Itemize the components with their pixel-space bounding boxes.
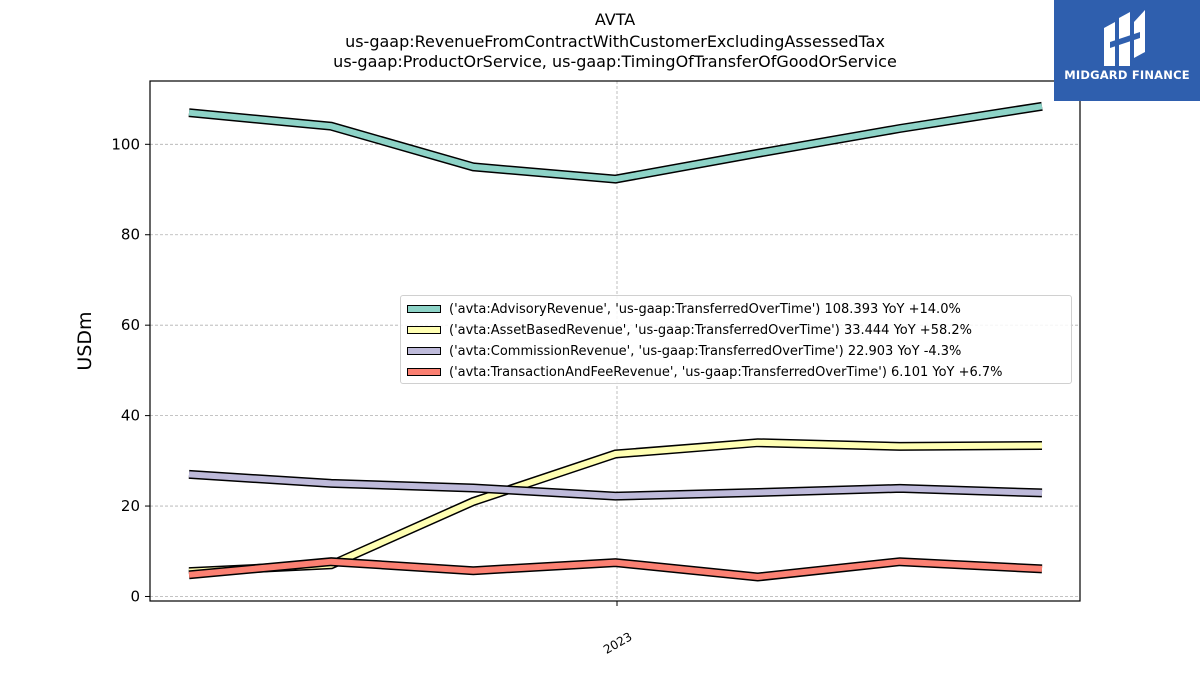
plot-frame bbox=[149, 80, 1081, 602]
legend-item-transaction-fee: ('avta:TransactionAndFeeRevenue', 'us-ga… bbox=[401, 362, 1003, 382]
legend-swatch-asset-based bbox=[407, 326, 441, 334]
series-line-3 bbox=[188, 558, 1043, 581]
legend-label-commission: ('avta:CommissionRevenue', 'us-gaap:Tran… bbox=[449, 343, 962, 359]
legend: ('avta:AdvisoryRevenue', 'us-gaap:Transf… bbox=[400, 295, 1072, 384]
legend-item-advisory: ('avta:AdvisoryRevenue', 'us-gaap:Transf… bbox=[401, 299, 961, 319]
y-tick-label-40: 40 bbox=[121, 407, 140, 425]
chart-subtitle-line-1: us-gaap:RevenueFromContractWithCustomerE… bbox=[345, 32, 885, 51]
y-tick-label-0: 0 bbox=[130, 587, 140, 605]
series-outline-1 bbox=[188, 438, 1043, 577]
brand-logo: MIDGARD FINANCE bbox=[1054, 0, 1200, 101]
y-tick-label-80: 80 bbox=[121, 226, 140, 244]
x-tick-label-2023: 2023 bbox=[601, 629, 634, 656]
legend-swatch-advisory bbox=[407, 305, 441, 313]
legend-label-asset-based: ('avta:AssetBasedRevenue', 'us-gaap:Tran… bbox=[449, 322, 973, 338]
series-line-2 bbox=[188, 471, 1043, 500]
series-line-1 bbox=[188, 439, 1043, 575]
legend-item-commission: ('avta:CommissionRevenue', 'us-gaap:Tran… bbox=[401, 341, 961, 361]
legend-swatch-transaction-fee bbox=[407, 368, 441, 376]
chart-subtitle-line-2: us-gaap:ProductOrService, us-gaap:Timing… bbox=[333, 52, 897, 71]
y-tick-label-60: 60 bbox=[121, 316, 140, 334]
legend-item-asset-based: ('avta:AssetBasedRevenue', 'us-gaap:Tran… bbox=[401, 320, 972, 340]
legend-label-advisory: ('avta:AdvisoryRevenue', 'us-gaap:Transf… bbox=[449, 301, 961, 317]
logo-text: MIDGARD FINANCE bbox=[1064, 68, 1190, 82]
series-outline-0 bbox=[188, 101, 1043, 184]
y-axis-label: USDm bbox=[74, 311, 96, 370]
chart-title: AVTA bbox=[594, 10, 636, 29]
legend-label-transaction-fee: ('avta:TransactionAndFeeRevenue', 'us-ga… bbox=[449, 364, 1003, 380]
legend-swatch-commission bbox=[407, 347, 441, 355]
y-tick-label-100: 100 bbox=[111, 135, 140, 153]
y-tick-label-20: 20 bbox=[121, 497, 140, 515]
logo-mark-icon bbox=[1104, 10, 1145, 66]
series-line-0 bbox=[188, 103, 1043, 183]
